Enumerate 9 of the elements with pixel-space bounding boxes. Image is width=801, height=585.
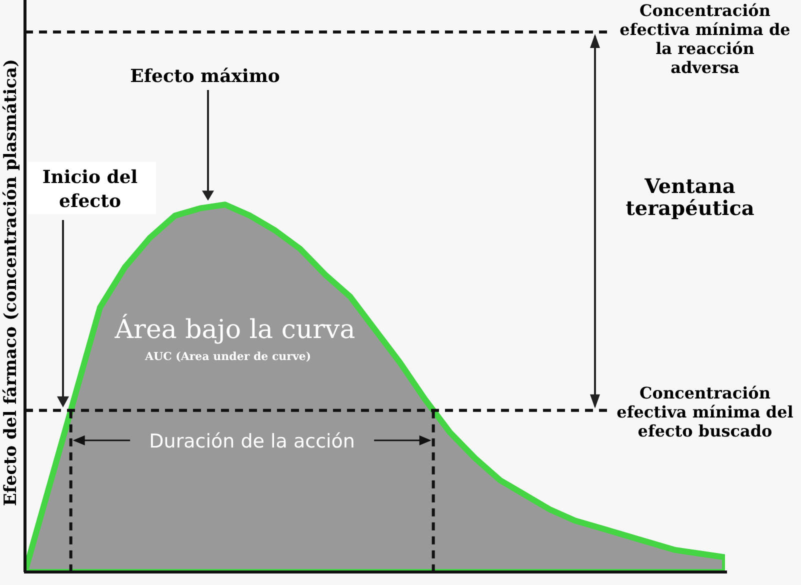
ref-line-label: Concentración efectiva mínima de la reacción adversa bbox=[620, 1, 790, 77]
annotation: Duración de la acción bbox=[149, 430, 355, 452]
annotation: Inicio del efecto bbox=[42, 167, 138, 212]
annotation: Área bajo la curva bbox=[114, 313, 356, 345]
text: Efecto máximo bbox=[130, 66, 280, 87]
ref-line-label: Concentración efectiva mínima del efecto buscado bbox=[616, 383, 794, 440]
annotation: AUC (Area under de curve) bbox=[144, 350, 312, 363]
y-axis-title: Efecto del fármaco (concentración plasmática) bbox=[1, 58, 21, 506]
annotation: Ventana terapéutica bbox=[626, 174, 754, 220]
